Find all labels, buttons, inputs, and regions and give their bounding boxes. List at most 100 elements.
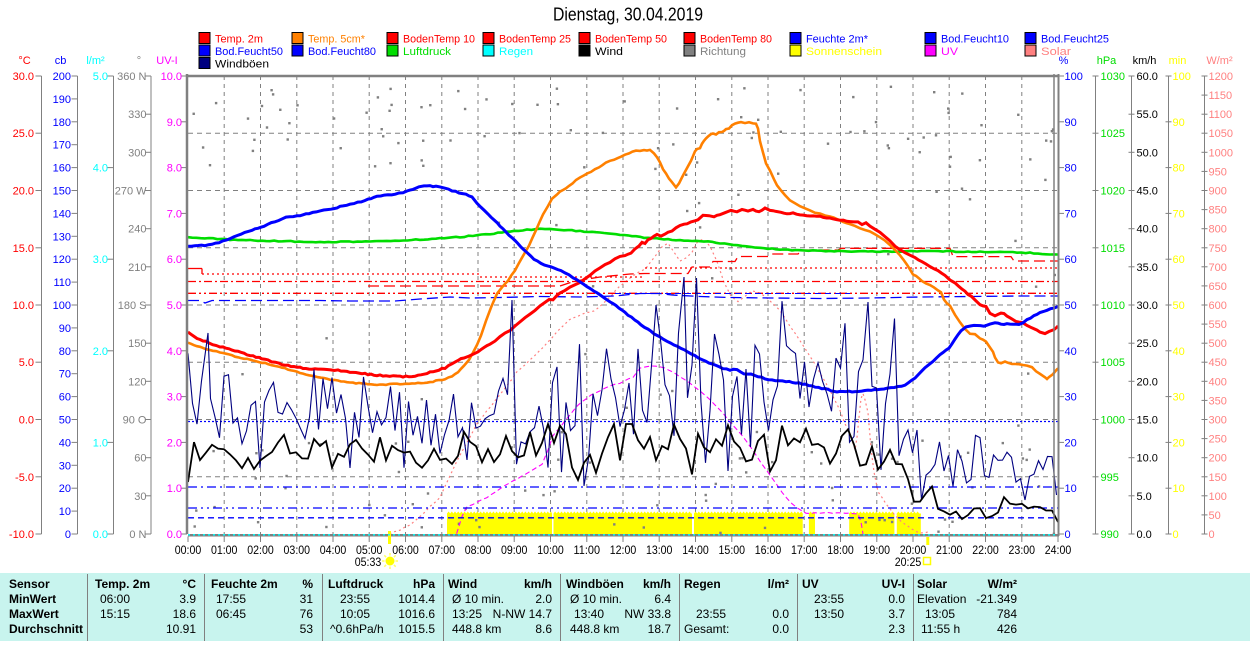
- svg-text:30: 30: [1065, 392, 1077, 404]
- svg-text:°C: °C: [183, 577, 197, 591]
- svg-text:784: 784: [997, 607, 1017, 621]
- svg-text:90: 90: [1065, 117, 1077, 129]
- svg-text:°C: °C: [18, 55, 30, 67]
- svg-text:1100: 1100: [1209, 109, 1233, 121]
- svg-text:0.0: 0.0: [772, 622, 789, 636]
- svg-text:5.0: 5.0: [1137, 491, 1152, 503]
- svg-text:330: 330: [128, 109, 146, 121]
- svg-text:10.0: 10.0: [161, 71, 182, 83]
- svg-text:8.6: 8.6: [535, 622, 552, 636]
- svg-text:W/m²: W/m²: [1206, 55, 1233, 67]
- svg-text:120: 120: [128, 376, 146, 388]
- svg-text:%: %: [302, 577, 313, 591]
- svg-text:W/m²: W/m²: [988, 577, 1017, 591]
- svg-text:170: 170: [53, 140, 71, 152]
- svg-text:13:40: 13:40: [574, 607, 604, 621]
- svg-text:12:00: 12:00: [610, 543, 637, 557]
- svg-text:°: °: [137, 55, 141, 67]
- svg-text:150: 150: [128, 338, 146, 350]
- svg-text:130: 130: [53, 231, 71, 243]
- svg-text:0.0: 0.0: [888, 592, 905, 606]
- svg-text:40: 40: [59, 437, 71, 449]
- svg-text:850: 850: [1209, 205, 1227, 217]
- svg-text:11:00: 11:00: [574, 543, 601, 557]
- svg-text:Solar: Solar: [1041, 46, 1071, 58]
- svg-text:Temp. 2m: Temp. 2m: [95, 577, 150, 591]
- svg-text:25.0: 25.0: [1137, 338, 1158, 350]
- svg-text:15:00: 15:00: [719, 543, 746, 557]
- svg-text:1014.4: 1014.4: [398, 592, 435, 606]
- svg-text:BodenTemp 50: BodenTemp 50: [595, 34, 667, 46]
- svg-text:35.0: 35.0: [1137, 262, 1158, 274]
- svg-text:13:50: 13:50: [814, 607, 844, 621]
- svg-text:50: 50: [1173, 300, 1185, 312]
- svg-text:^0.6hPa/h: ^0.6hPa/h: [330, 622, 384, 636]
- svg-text:1005: 1005: [1101, 357, 1125, 369]
- svg-text:4.0: 4.0: [167, 346, 182, 358]
- svg-text:426: 426: [997, 622, 1017, 636]
- svg-text:40: 40: [1065, 346, 1077, 358]
- svg-text:BodenTemp 80: BodenTemp 80: [700, 34, 772, 46]
- svg-text:2.3: 2.3: [888, 622, 905, 636]
- svg-text:550: 550: [1209, 319, 1227, 331]
- svg-text:180 S: 180 S: [118, 300, 147, 312]
- svg-text:2.0: 2.0: [535, 592, 552, 606]
- svg-text:Richtung: Richtung: [700, 46, 746, 58]
- svg-text:70: 70: [59, 369, 71, 381]
- svg-text:448.8 km: 448.8 km: [570, 622, 619, 636]
- svg-text:3.7: 3.7: [888, 607, 905, 621]
- svg-text:1.0: 1.0: [167, 483, 182, 495]
- svg-text:0.0: 0.0: [772, 607, 789, 621]
- svg-text:800: 800: [1209, 224, 1227, 236]
- svg-text:6.0: 6.0: [167, 254, 182, 266]
- svg-text:Windböen: Windböen: [215, 59, 269, 71]
- svg-text:110: 110: [53, 277, 71, 289]
- svg-text:Wind: Wind: [595, 46, 623, 58]
- svg-text:Feuchte 2m*: Feuchte 2m*: [806, 34, 869, 46]
- svg-text:03:00: 03:00: [284, 543, 311, 557]
- svg-text:02:00: 02:00: [247, 543, 274, 557]
- svg-text:500: 500: [1209, 338, 1227, 350]
- svg-text:40.0: 40.0: [1137, 224, 1158, 236]
- svg-text:200: 200: [1209, 453, 1227, 465]
- svg-text:0: 0: [65, 529, 71, 541]
- svg-text:90: 90: [1173, 117, 1185, 129]
- svg-text:50.0: 50.0: [1137, 147, 1158, 159]
- svg-text:100: 100: [53, 300, 71, 312]
- svg-text:1010: 1010: [1101, 300, 1125, 312]
- svg-text:18.7: 18.7: [648, 622, 672, 636]
- svg-text:190: 190: [53, 94, 71, 106]
- svg-text:30.0: 30.0: [13, 71, 34, 83]
- svg-text:1015: 1015: [1101, 243, 1125, 255]
- svg-text:N-NW 14.7: N-NW 14.7: [493, 607, 553, 621]
- svg-text:21:00: 21:00: [936, 543, 963, 557]
- svg-text:hPa: hPa: [1097, 55, 1117, 67]
- svg-text:350: 350: [1209, 395, 1227, 407]
- svg-text:180: 180: [53, 117, 71, 129]
- svg-text:700: 700: [1209, 262, 1227, 274]
- svg-text:km/h: km/h: [1133, 55, 1157, 67]
- svg-text:%: %: [1059, 55, 1069, 67]
- svg-text:06:45: 06:45: [216, 607, 246, 621]
- svg-text:Luftdruck: Luftdruck: [403, 46, 452, 58]
- svg-text:10:05: 10:05: [340, 607, 370, 621]
- svg-text:7.0: 7.0: [167, 208, 182, 220]
- svg-text:25.0: 25.0: [13, 128, 34, 140]
- svg-text:990: 990: [1101, 529, 1119, 541]
- svg-text:Temp. 2m: Temp. 2m: [215, 34, 263, 46]
- svg-text:9.0: 9.0: [167, 117, 182, 129]
- svg-text:NW 33.8: NW 33.8: [624, 607, 671, 621]
- svg-text:100: 100: [1209, 491, 1227, 503]
- svg-text:hPa: hPa: [413, 577, 435, 591]
- svg-text:BodenTemp 25: BodenTemp 25: [499, 34, 571, 46]
- svg-text:240: 240: [128, 224, 146, 236]
- svg-text:300: 300: [1209, 415, 1227, 427]
- svg-text:70: 70: [1065, 208, 1077, 220]
- svg-text:13:05: 13:05: [925, 607, 955, 621]
- svg-text:Wind: Wind: [448, 577, 477, 591]
- svg-text:0: 0: [1065, 529, 1071, 541]
- svg-text:0.0: 0.0: [93, 529, 108, 541]
- svg-text:Ø 10 min.: Ø 10 min.: [570, 592, 622, 606]
- svg-text:210: 210: [128, 262, 146, 274]
- svg-text:150: 150: [53, 186, 71, 198]
